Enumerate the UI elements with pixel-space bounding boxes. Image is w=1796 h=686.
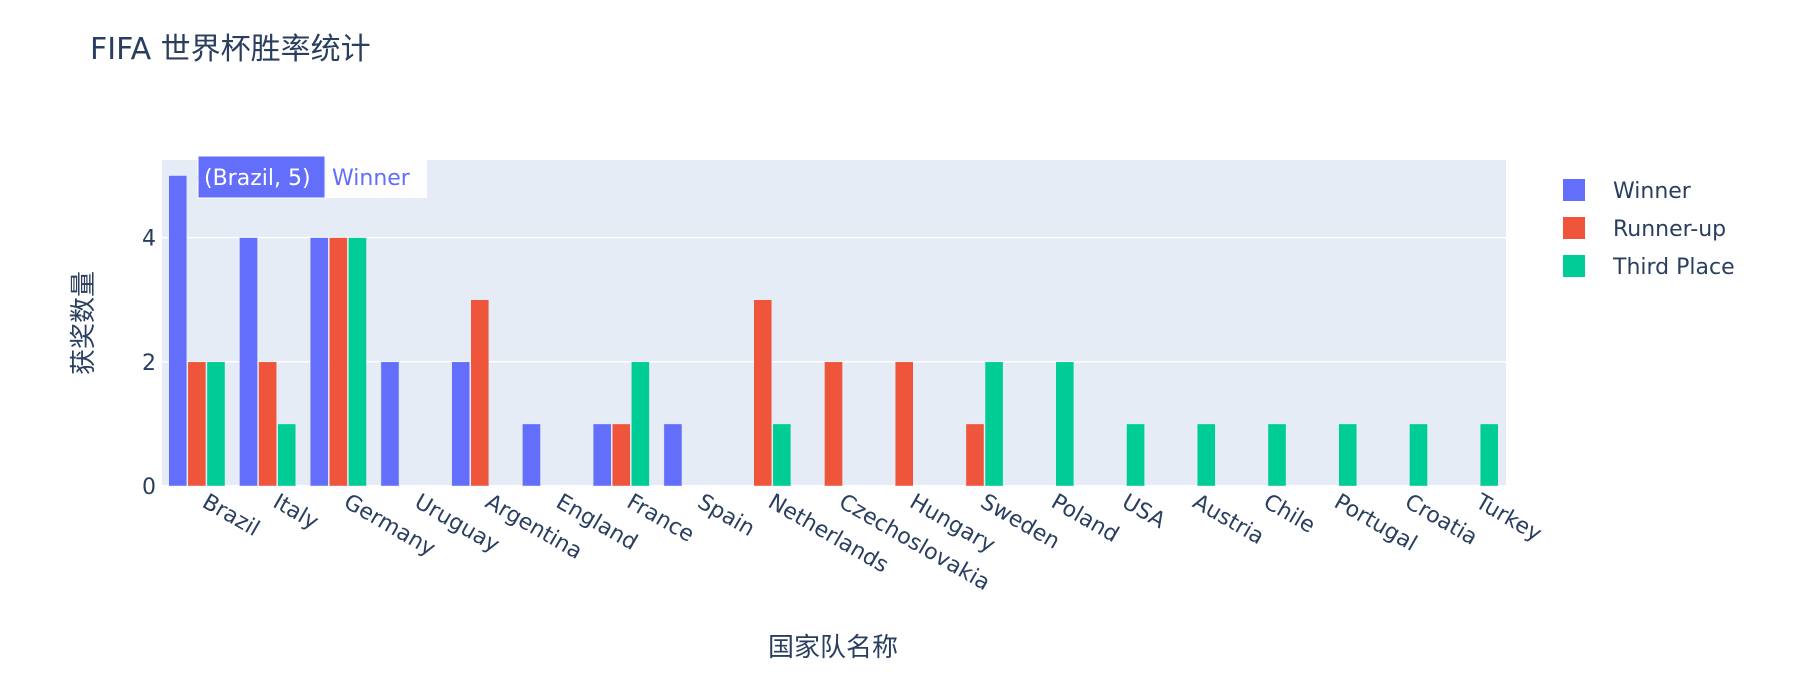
bar-germany-winner[interactable] <box>309 237 329 487</box>
x-axis-ticks: Brazil Italy GermanyUruguayArgentinaEnglan… <box>198 489 1546 596</box>
x-tick-label: Netherlands <box>764 490 893 579</box>
x-tick-label: Turkey <box>1470 489 1545 547</box>
bar-italy-runner-up[interactable] <box>258 361 277 487</box>
y-axis-title: 获奖数量 <box>69 271 99 375</box>
legend-item-third-place[interactable]: Third Place <box>1563 255 1735 280</box>
bar-sweden-third-place[interactable] <box>984 361 1004 487</box>
x-axis-title: 国家队名称 <box>768 633 898 663</box>
bar-england-winner[interactable] <box>522 423 541 487</box>
tooltip-series-background <box>326 156 427 198</box>
y-tick-label: 4 <box>142 227 156 252</box>
bar-spain-winner[interactable] <box>663 423 683 487</box>
chart-title: FIFA 世界杯胜率统计 <box>90 32 371 67</box>
y-tick-label: 0 <box>142 475 156 500</box>
bar-netherlands-runner-up[interactable] <box>753 299 773 487</box>
bar-brazil-third-place[interactable] <box>206 361 226 487</box>
legend-item-runner-up[interactable]: Runner-up <box>1563 217 1726 242</box>
bar-france-runner-up[interactable] <box>611 423 631 487</box>
bar-portugal-third-place[interactable] <box>1338 423 1358 487</box>
x-tick-label: Chile <box>1259 490 1319 539</box>
tooltip-series-label: Winner <box>332 166 411 191</box>
legend-item-winner[interactable]: Winner <box>1563 179 1692 204</box>
bar-czechoslovakia-runner-up[interactable] <box>824 361 843 487</box>
bars <box>168 175 1499 487</box>
bar-germany-runner-up[interactable] <box>329 237 348 487</box>
bar-italy-winner[interactable] <box>239 237 258 487</box>
bar-italy-third-place[interactable] <box>277 423 297 487</box>
bar-france-third-place[interactable] <box>631 361 650 487</box>
bar-sweden-runner-up[interactable] <box>965 423 985 487</box>
x-tick-label: USA <box>1117 490 1169 534</box>
bar-france-winner[interactable] <box>592 423 612 487</box>
bar-usa-third-place[interactable] <box>1126 423 1145 487</box>
bar-turkey-third-place[interactable] <box>1479 423 1499 487</box>
bar-poland-third-place[interactable] <box>1055 361 1075 487</box>
hover-tooltip: (Brazil, 5) Winner <box>197 155 427 199</box>
x-tick-label: Austria <box>1188 490 1268 551</box>
bar-brazil-runner-up[interactable] <box>187 361 207 487</box>
bar-chile-third-place[interactable] <box>1267 423 1287 487</box>
bar-brazil-winner[interactable] <box>168 175 188 487</box>
legend-label: Third Place <box>1612 255 1735 280</box>
bar-argentina-winner[interactable] <box>451 361 471 487</box>
bar-germany-third-place[interactable] <box>348 237 367 487</box>
bar-croatia-third-place[interactable] <box>1409 423 1428 487</box>
legend-swatch <box>1563 217 1585 239</box>
legend-swatch <box>1563 179 1585 201</box>
y-tick-label: 2 <box>142 351 156 376</box>
tooltip-box <box>197 155 326 199</box>
y-axis-ticks: 0 2 4 <box>142 227 156 500</box>
x-tick-label: Italy <box>269 490 323 536</box>
bar-argentina-runner-up[interactable] <box>470 299 490 487</box>
legend-label: Winner <box>1613 179 1692 204</box>
bar-austria-third-place[interactable] <box>1196 423 1216 487</box>
bar-uruguay-winner[interactable] <box>380 361 400 487</box>
tooltip-value-label: (Brazil, 5) <box>204 166 311 191</box>
bar-hungary-runner-up[interactable] <box>894 361 914 487</box>
bar-netherlands-third-place[interactable] <box>772 423 792 487</box>
x-tick-label: Spain <box>693 490 759 542</box>
legend-swatch <box>1563 255 1585 277</box>
legend[interactable]: Winner Runner-up Third Place <box>1563 179 1735 280</box>
x-tick-label: Brazil <box>198 490 264 542</box>
legend-label: Runner-up <box>1613 217 1726 242</box>
